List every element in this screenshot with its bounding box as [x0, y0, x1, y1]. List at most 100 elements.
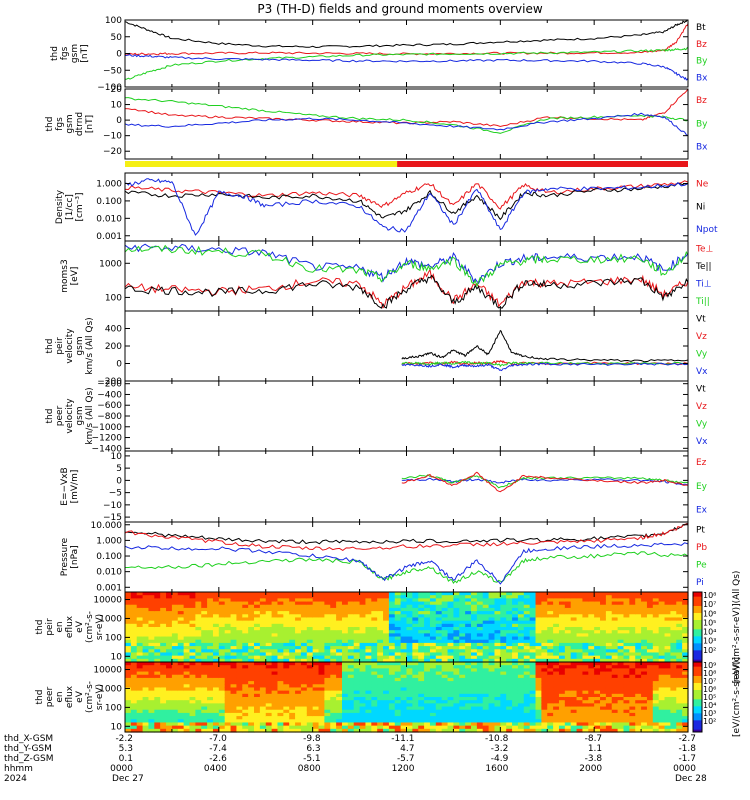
spectrogram-cell	[265, 604, 273, 609]
spectrogram-cell	[658, 655, 666, 660]
spectrogram-cell	[623, 712, 630, 717]
spectrogram-cell	[652, 636, 660, 641]
spectrogram-cell	[441, 712, 449, 717]
spectrogram-cell	[418, 646, 425, 650]
spectrogram-cell	[471, 671, 478, 676]
spectrogram-cell	[541, 617, 548, 622]
spectrogram-cell	[682, 604, 689, 609]
spectrogram-cell	[371, 642, 378, 647]
spectrogram-cell	[682, 706, 689, 711]
spectrogram-cell	[318, 690, 325, 695]
spectrogram-cell	[465, 617, 472, 622]
spectrogram-cell	[582, 623, 589, 628]
spectrogram-cell	[365, 712, 372, 717]
spectrogram-cell	[166, 662, 173, 666]
spectrogram-cell	[629, 697, 636, 701]
spectrogram-cell	[154, 716, 161, 720]
spectrogram-cell	[476, 620, 484, 625]
spectrogram-cell	[429, 642, 437, 647]
spectrogram-cell	[535, 719, 542, 724]
spectrogram-cell	[529, 703, 537, 708]
spectrogram-cell	[130, 639, 138, 644]
spectrogram-cell	[400, 636, 408, 641]
spectrogram-cell	[465, 700, 472, 704]
spectrogram-cell	[242, 642, 249, 647]
spectrogram-cell	[594, 620, 601, 625]
spectrogram-cell	[529, 652, 537, 657]
spectrogram-cell	[160, 681, 167, 685]
spectrogram-cell	[570, 684, 578, 689]
spectrogram-cell	[265, 728, 273, 733]
spectrogram-cell	[359, 611, 367, 615]
spectrogram-cell	[459, 728, 466, 733]
spectrogram-cell	[635, 617, 642, 622]
spectrogram-cell	[682, 716, 689, 720]
spectrogram-cell	[324, 592, 331, 596]
spectrogram-cell	[365, 681, 372, 685]
spectrogram-cell	[512, 636, 519, 641]
legend-Pt: Pt	[696, 526, 705, 536]
spectrogram-cell	[600, 598, 607, 603]
spectrogram-cell	[641, 649, 648, 654]
spectrogram-cell	[682, 725, 689, 730]
spectrogram-cell	[171, 592, 179, 596]
spectrogram-cell	[523, 646, 531, 650]
spectrogram-cell	[558, 658, 566, 663]
spectrogram-cell	[201, 693, 208, 698]
spectrogram-cell	[488, 671, 496, 676]
spectrogram-cell	[306, 601, 314, 606]
spectrogram-cell	[523, 592, 531, 596]
spectrogram-cell	[682, 646, 689, 650]
spectrogram-cell	[142, 684, 150, 689]
spectrogram-cell	[500, 646, 507, 650]
spectrogram-cell	[289, 646, 296, 650]
spectrogram-cell	[195, 630, 202, 634]
spectrogram-cell	[377, 712, 384, 717]
spectrogram-cell	[482, 697, 490, 701]
spectrogram-cell	[277, 623, 284, 628]
y-axis-label: [nT]	[85, 115, 95, 133]
spectrogram-cell	[506, 681, 513, 685]
spectrogram-cell	[336, 697, 343, 701]
spectrogram-cell	[494, 697, 501, 701]
spectrogram-cell	[465, 620, 472, 625]
spectrogram-cell	[547, 627, 554, 631]
spectrogram-cell	[318, 671, 325, 676]
spectrogram-cell	[529, 642, 537, 647]
spectrogram-cell	[230, 684, 238, 689]
colorbar-cell	[693, 617, 702, 621]
spectrogram-cell	[160, 697, 167, 701]
spectrogram-cell	[412, 607, 419, 612]
spectrogram-cell	[271, 697, 279, 701]
spectrogram-cell	[195, 722, 202, 727]
spectrogram-cell	[347, 633, 355, 638]
spectrogram-cell	[207, 728, 214, 733]
spectrogram-cell	[635, 623, 642, 628]
spectrogram-cell	[617, 601, 625, 606]
spectrogram-cell	[394, 722, 402, 727]
spectrogram-cell	[564, 623, 572, 628]
spectrogram-cell	[482, 662, 490, 666]
spectrogram-cell	[154, 623, 161, 628]
spectrogram-cell	[148, 703, 155, 708]
colorbar-cell	[693, 601, 702, 605]
spectrogram-cell	[300, 607, 308, 612]
spectrogram-cell	[400, 674, 408, 679]
spectrogram-cell	[248, 592, 255, 596]
spectrogram-cell	[500, 725, 507, 730]
spectrogram-cell	[494, 690, 501, 695]
spectrogram-cell	[435, 722, 443, 727]
spectrogram-cell	[605, 665, 613, 669]
spectrogram-cell	[435, 658, 443, 663]
spectrogram-cell	[629, 617, 636, 622]
spectrogram-cell	[312, 627, 320, 631]
spectrogram-cell	[224, 665, 232, 669]
spectrogram-cell	[277, 684, 284, 689]
spectrogram-cell	[330, 636, 337, 641]
spectrogram-cell	[664, 601, 672, 606]
spectrogram-cell	[406, 652, 413, 657]
spectrogram-cell	[594, 687, 601, 692]
spectrogram-cell	[242, 611, 249, 615]
spectrogram-cell	[512, 725, 519, 730]
